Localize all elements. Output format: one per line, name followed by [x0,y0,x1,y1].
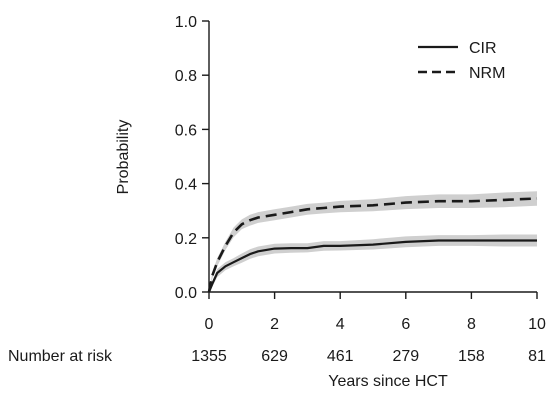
series-line-cir [207,239,537,293]
series-line-nrm [207,197,538,293]
risk-count: 461 [327,348,354,365]
y-tick-label: 0.8 [175,68,197,85]
y-tick-label: 0.0 [175,285,197,302]
y-tick-label: 0.6 [175,122,197,139]
x-tick-label: 4 [336,316,345,333]
y-tick-label: 1.0 [175,14,197,31]
risk-count: 81 [528,348,546,365]
x-axis-title: Years since HCT [328,373,448,390]
risk-count: 1355 [191,348,227,365]
risk-count: 279 [392,348,419,365]
risk-count: 629 [261,348,288,365]
ci-band-nrm [209,191,537,292]
y-axis-title: Probability [115,120,132,195]
x-tick-label: 6 [401,316,410,333]
series-lines [207,197,538,293]
x-tick-label: 8 [467,316,476,333]
ci-band-cir [209,234,537,292]
y-tick-label: 0.4 [175,177,197,194]
axes: 0.0 0.2 0.4 0.6 0.8 1.0 0 2 4 6 8 10 [175,14,546,333]
x-tick-label: 0 [205,316,214,333]
risk-table-label: Number at risk [8,348,113,365]
x-tick-label: 2 [270,316,279,333]
legend-label-nrm: NRM [469,65,505,82]
x-tick-label: 10 [528,316,546,333]
legend-label-cir: CIR [469,40,497,57]
risk-count: 158 [458,348,485,365]
y-tick-label: 0.2 [175,231,197,248]
risk-table-counts: 1355 629 461 279 158 81 [191,348,546,365]
legend: CIR NRM [418,40,505,82]
